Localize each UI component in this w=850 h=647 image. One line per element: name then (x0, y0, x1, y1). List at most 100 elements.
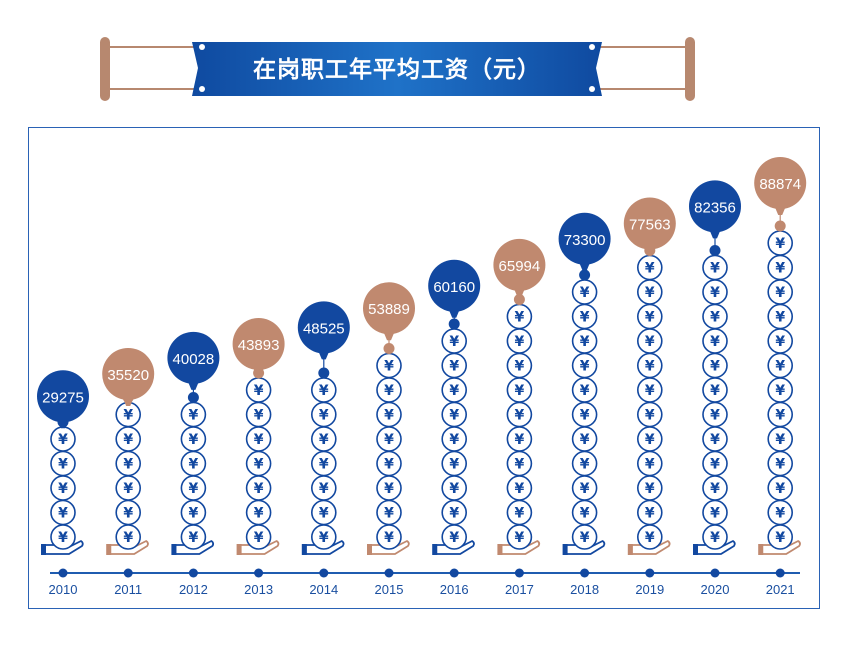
yuan-symbol: ¥ (319, 408, 329, 424)
yuan-symbol: ¥ (775, 432, 785, 448)
yuan-symbol: ¥ (58, 457, 68, 473)
balloon-knot (579, 269, 591, 281)
yuan-symbol: ¥ (710, 383, 720, 399)
yuan-symbol: ¥ (319, 506, 329, 522)
yuan-symbol: ¥ (189, 457, 199, 473)
timeline-dot (58, 568, 68, 578)
timeline-dot (775, 568, 785, 578)
yuan-symbol: ¥ (645, 408, 655, 424)
yuan-symbol: ¥ (254, 530, 264, 546)
year-label: 2016 (440, 582, 469, 597)
hand-cuff (758, 544, 764, 555)
yuan-symbol: ¥ (123, 530, 133, 546)
yuan-symbol: ¥ (319, 457, 329, 473)
yuan-symbol: ¥ (710, 310, 720, 326)
value-balloon (37, 370, 89, 423)
yuan-symbol: ¥ (189, 506, 199, 522)
yuan-symbol: ¥ (775, 481, 785, 497)
yuan-symbol: ¥ (189, 530, 199, 546)
hand-cuff (562, 544, 568, 555)
year-label: 2013 (244, 582, 273, 597)
yuan-symbol: ¥ (775, 359, 785, 375)
year-label: 2019 (635, 582, 664, 597)
hand-cuff (497, 544, 503, 555)
yuan-symbol: ¥ (384, 408, 394, 424)
value-label: 40028 (173, 351, 215, 368)
hand-cuff (236, 544, 242, 555)
yuan-symbol: ¥ (775, 506, 785, 522)
timeline-dot (123, 568, 133, 578)
value-label: 77563 (629, 217, 671, 234)
hand-cuff (106, 544, 112, 555)
yuan-symbol: ¥ (710, 457, 720, 473)
balloon-knot (253, 367, 265, 379)
timeline-dot (710, 568, 720, 578)
year-label: 2011 (114, 582, 142, 597)
title-banner (100, 37, 695, 101)
value-label: 35520 (107, 367, 149, 384)
balloon-knot (709, 245, 721, 256)
yuan-symbol: ¥ (580, 481, 590, 497)
value-balloon (558, 212, 611, 265)
yuan-symbol: ¥ (254, 408, 264, 424)
yuan-symbol: ¥ (645, 383, 655, 399)
yuan-symbol: ¥ (645, 457, 655, 473)
value-balloon (297, 301, 350, 354)
value-balloon (428, 259, 481, 312)
yuan-symbol: ¥ (123, 481, 133, 497)
balloon-knot (513, 294, 525, 305)
yuan-symbol: ¥ (384, 457, 394, 473)
yuan-symbol: ¥ (580, 310, 590, 326)
value-balloon (623, 197, 676, 250)
yuan-symbol: ¥ (189, 408, 199, 424)
value-balloon (493, 238, 546, 291)
timeline-dot (254, 568, 264, 578)
yuan-symbol: ¥ (254, 506, 264, 522)
year-label: 2010 (49, 582, 78, 597)
yuan-symbol: ¥ (580, 530, 590, 546)
balloon-knot (383, 343, 395, 354)
yuan-symbol: ¥ (645, 359, 655, 375)
yuan-symbol: ¥ (319, 481, 329, 497)
yuan-symbol: ¥ (710, 506, 720, 522)
yuan-symbol: ¥ (710, 481, 720, 497)
value-balloon (102, 347, 155, 400)
hand-cuff (171, 544, 177, 555)
timeline-dot (580, 568, 590, 578)
banner-ribbon (192, 42, 602, 96)
yuan-symbol: ¥ (515, 432, 525, 448)
yuan-symbol: ¥ (515, 408, 525, 424)
yuan-symbol: ¥ (580, 285, 590, 301)
yuan-symbol: ¥ (775, 408, 785, 424)
year-label: 2021 (766, 582, 795, 597)
yuan-symbol: ¥ (384, 383, 394, 399)
yuan-symbol: ¥ (515, 359, 525, 375)
yuan-symbol: ¥ (384, 432, 394, 448)
yuan-symbol: ¥ (580, 506, 590, 522)
yuan-symbol: ¥ (775, 236, 785, 252)
hand-cuff (432, 544, 438, 555)
year-label: 2015 (375, 582, 404, 597)
yuan-symbol: ¥ (515, 383, 525, 399)
yuan-symbol: ¥ (254, 457, 264, 473)
yuan-symbol: ¥ (319, 432, 329, 448)
value-label: 82356 (694, 199, 736, 216)
yuan-symbol: ¥ (775, 261, 785, 277)
chart-title: 在岗职工年平均工资（元） (253, 57, 541, 83)
yuan-symbol: ¥ (449, 334, 459, 350)
year-label: 2018 (570, 582, 599, 597)
yuan-symbol: ¥ (254, 481, 264, 497)
yuan-symbol: ¥ (123, 506, 133, 522)
hand-cuff (41, 544, 46, 555)
yuan-symbol: ¥ (384, 530, 394, 546)
yuan-symbol: ¥ (775, 334, 785, 350)
yuan-symbol: ¥ (710, 359, 720, 375)
yuan-symbol: ¥ (710, 530, 720, 546)
yuan-symbol: ¥ (254, 432, 264, 448)
chart-frame (28, 127, 820, 609)
hand-cuff (301, 544, 307, 555)
timeline-dot (645, 568, 655, 578)
yuan-symbol: ¥ (645, 432, 655, 448)
yuan-symbol: ¥ (645, 261, 655, 277)
